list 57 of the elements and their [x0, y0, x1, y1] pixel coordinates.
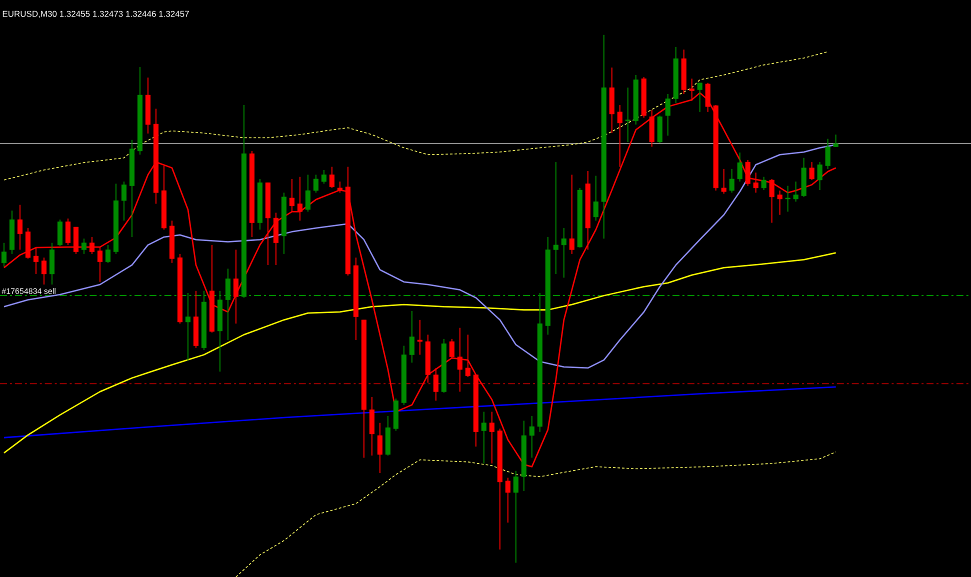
candlestick	[377, 422, 382, 474]
candlestick	[665, 93, 670, 136]
candlestick	[89, 236, 95, 254]
candlestick	[337, 181, 342, 194]
candlestick	[57, 219, 63, 246]
candlestick	[289, 178, 294, 212]
candlestick	[489, 411, 494, 464]
candlestick	[465, 334, 470, 378]
candlestick	[553, 162, 558, 274]
candlestick	[121, 181, 127, 222]
candlestick	[81, 238, 87, 254]
candlestick	[41, 257, 47, 286]
candlestick	[321, 169, 326, 184]
candlestick	[593, 175, 598, 222]
candlestick	[33, 246, 39, 274]
candlestick	[185, 292, 191, 362]
ref-line-label: #17654834 sell	[2, 288, 56, 294]
candlestick	[761, 176, 766, 191]
candlestick	[505, 477, 510, 524]
candlestick	[457, 327, 462, 392]
candlestick	[225, 268, 231, 340]
candlestick	[329, 166, 334, 188]
candlestick	[305, 174, 310, 212]
candlestick	[409, 310, 414, 364]
candlestick	[793, 181, 798, 202]
candlestick	[809, 162, 814, 181]
candlestick	[1, 242, 7, 268]
candlestick	[417, 319, 422, 356]
candlestick	[753, 172, 758, 194]
candlestick	[737, 152, 742, 182]
candlestick	[825, 138, 830, 170]
candlestick	[697, 82, 702, 112]
candlestick	[65, 218, 71, 246]
candlestick	[617, 104, 622, 168]
candlestick	[97, 246, 103, 282]
candlestick	[729, 168, 734, 194]
candlestick	[625, 87, 630, 142]
candlestick	[233, 249, 239, 324]
candlestick	[721, 168, 726, 194]
candlestick	[777, 190, 782, 216]
candlestick	[745, 159, 750, 186]
candlestick	[817, 162, 822, 191]
candlestick	[769, 178, 774, 224]
candlestick	[17, 204, 23, 250]
candlestick	[313, 174, 318, 194]
chart-title: EURUSD,M30 1.32455 1.32473 1.32446 1.32457	[2, 10, 189, 18]
candlestick	[433, 367, 438, 402]
candlestick	[561, 228, 566, 278]
candlestick	[449, 338, 454, 360]
candlestick	[569, 174, 574, 254]
candlestick	[785, 185, 790, 212]
candlestick	[513, 470, 518, 564]
candlestick	[297, 176, 302, 222]
candlestick	[481, 411, 486, 464]
candlestick	[105, 244, 111, 264]
candlestick	[833, 134, 838, 148]
candlestick	[529, 415, 534, 458]
